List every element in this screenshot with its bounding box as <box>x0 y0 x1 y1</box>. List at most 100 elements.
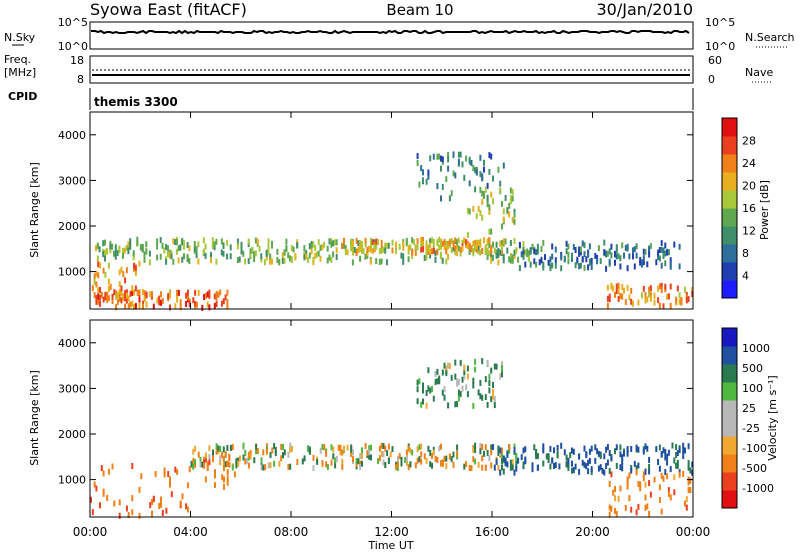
heatmap-cell <box>420 246 423 253</box>
heatmap-cell <box>578 250 581 257</box>
heatmap-cell <box>160 299 162 306</box>
heatmap-cell <box>307 256 309 263</box>
heatmap-cell <box>588 448 591 455</box>
heatmap-cell <box>615 444 618 451</box>
heatmap-cell <box>208 459 211 466</box>
heatmap-cell <box>637 462 640 469</box>
heatmap-cell <box>204 476 207 483</box>
heatmap-cell <box>432 238 435 245</box>
heatmap-cell <box>509 187 512 194</box>
heatmap-cell <box>97 298 100 305</box>
heatmap-cell <box>265 249 268 256</box>
heatmap-cell <box>441 184 444 190</box>
heatmap-cell <box>490 257 493 264</box>
heatmap-cell <box>148 259 151 266</box>
heatmap-cell <box>542 261 545 268</box>
heatmap-cell <box>502 238 505 245</box>
heatmap-cell <box>271 447 274 454</box>
heatmap-cell <box>431 452 433 459</box>
heatmap-cell <box>657 285 660 292</box>
heatmap-cell <box>362 248 365 255</box>
heatmap-cell <box>501 223 503 230</box>
heatmap-cell <box>508 447 511 454</box>
heatmap-cell <box>432 449 435 456</box>
heatmap-cell <box>151 499 153 505</box>
heatmap-cell <box>127 303 130 310</box>
heatmap-cell <box>142 289 144 296</box>
heatmap-cell <box>567 251 570 258</box>
heatmap-cell <box>606 303 609 309</box>
heatmap-cell <box>531 243 534 250</box>
heatmap-cell <box>416 398 419 405</box>
heatmap-cell <box>181 239 184 246</box>
heatmap-cell <box>265 254 268 261</box>
heatmap-cell <box>445 462 448 469</box>
heatmap-cell <box>630 298 633 305</box>
heatmap-cell <box>653 292 656 299</box>
heatmap-cell <box>488 250 491 257</box>
heatmap-cell <box>472 402 475 409</box>
heatmap-cell <box>445 245 448 252</box>
heatmap-cell <box>578 263 581 270</box>
heatmap-cell <box>438 236 441 243</box>
heatmap-cell <box>501 200 503 207</box>
heatmap-cell <box>459 250 462 257</box>
heatmap-cell <box>662 253 665 259</box>
heatmap-cell <box>427 244 430 251</box>
heatmap-cell <box>280 443 283 450</box>
heatmap-cell <box>224 451 227 458</box>
heatmap-cell <box>531 466 534 473</box>
heatmap-cell <box>440 460 442 467</box>
heatmap-cell <box>474 167 477 174</box>
heatmap-cell <box>630 506 633 513</box>
heatmap-cell <box>560 265 563 272</box>
heatmap-cell <box>308 252 311 259</box>
heatmap-cell <box>396 464 399 471</box>
heatmap-cell <box>513 249 516 256</box>
heatmap-cell <box>256 448 259 454</box>
heatmap-cell <box>190 461 193 468</box>
heatmap-cell <box>400 252 403 259</box>
heatmap-cell <box>513 218 516 225</box>
heatmap-cell <box>290 245 293 252</box>
velocity-colorbar: 1000 500 100 25 -25 -100 -500 -1000 <box>721 327 774 509</box>
heatmap-cell <box>242 454 245 461</box>
heatmap-cell <box>664 469 667 476</box>
heatmap-cell <box>495 252 498 259</box>
heatmap-cell <box>440 195 442 202</box>
heatmap-cell <box>422 398 424 405</box>
heatmap-cell <box>454 245 457 252</box>
heatmap-cell <box>560 254 563 261</box>
heatmap-cell <box>244 258 247 265</box>
heatmap-cell <box>513 238 516 244</box>
heatmap-cell <box>587 264 590 271</box>
heatmap-cell <box>596 448 599 455</box>
heatmap-cell <box>457 237 460 244</box>
heatmap-cell <box>619 255 622 262</box>
heatmap-cell <box>100 465 103 472</box>
heatmap-cell <box>461 376 464 383</box>
heatmap-cell <box>296 459 299 465</box>
heatmap-cell <box>129 243 132 250</box>
heatmap-cell <box>524 249 527 256</box>
heatmap-cell <box>450 247 453 254</box>
heatmap-cell <box>567 258 570 265</box>
heatmap-cell <box>355 461 358 468</box>
heatmap-cell <box>95 245 97 252</box>
heatmap-cell <box>371 247 374 254</box>
x-tick-label: 00:00 <box>676 525 711 539</box>
heatmap-cell <box>549 265 552 272</box>
heatmap-cell <box>615 462 618 469</box>
heatmap-cell <box>648 251 651 258</box>
heatmap-cell <box>120 285 123 292</box>
x-tick-label: 12:00 <box>374 525 409 539</box>
heatmap-cell <box>511 257 514 264</box>
heatmap-cell <box>443 362 446 369</box>
heatmap-cell <box>384 445 387 452</box>
heatmap-cell <box>621 459 624 466</box>
heatmap-cell <box>483 237 485 244</box>
heatmap-cell <box>606 284 609 291</box>
nsky-tick-low: 10^0 <box>58 40 88 53</box>
heatmap-cell <box>646 503 649 510</box>
heatmap-cell <box>258 245 261 252</box>
